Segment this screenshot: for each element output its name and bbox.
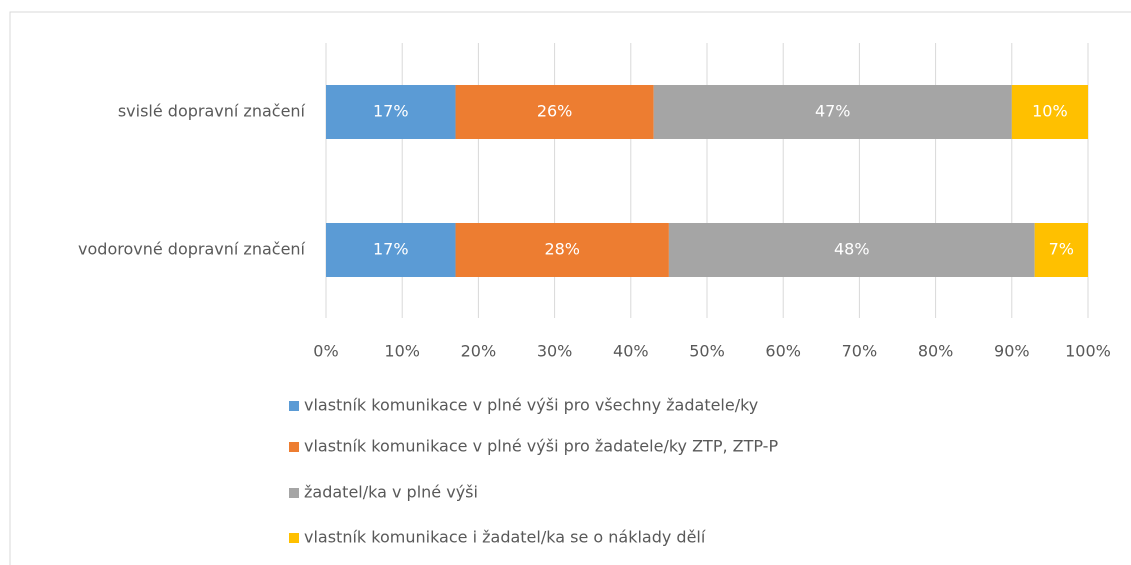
- bar-segment: [1011, 85, 1088, 139]
- x-tick-label: 70%: [842, 342, 878, 361]
- legend-label: vlastník komunikace i žadatel/ka se o ná…: [304, 528, 706, 547]
- bar-segment: [326, 223, 456, 277]
- y-tick-label: vodorovné dopravní značení: [78, 240, 306, 259]
- x-tick-label: 40%: [613, 342, 649, 361]
- data-label: 10%: [1032, 102, 1068, 121]
- x-tick-label: 60%: [765, 342, 801, 361]
- x-tick-label: 0%: [313, 342, 338, 361]
- x-tick-label: 80%: [918, 342, 954, 361]
- legend-label: žadatel/ka v plné výši: [304, 483, 478, 502]
- x-tick-label: 100%: [1065, 342, 1111, 361]
- legend-swatch: [289, 488, 299, 498]
- legend-swatch: [289, 401, 299, 411]
- data-label: 47%: [815, 102, 851, 121]
- legend-swatch: [289, 533, 299, 543]
- data-label: 17%: [373, 240, 409, 259]
- data-label: 28%: [544, 240, 580, 259]
- bar-segment: [668, 223, 1035, 277]
- x-tick-label: 20%: [461, 342, 497, 361]
- data-label: 7%: [1049, 240, 1074, 259]
- data-label: 17%: [373, 102, 409, 121]
- chart-border: [9, 11, 1131, 565]
- legend-swatch: [289, 442, 299, 452]
- y-tick-label: svislé dopravní značení: [118, 102, 306, 121]
- bar-segment: [455, 85, 654, 139]
- data-label: 48%: [834, 240, 870, 259]
- legend-label: vlastník komunikace v plné výši pro všec…: [304, 396, 758, 415]
- bar-segment: [326, 85, 456, 139]
- legend-label: vlastník komunikace v plné výši pro žada…: [304, 437, 778, 456]
- x-tick-label: 30%: [537, 342, 573, 361]
- bar-segment: [653, 85, 1012, 139]
- x-tick-label: 50%: [689, 342, 725, 361]
- x-tick-label: 90%: [994, 342, 1030, 361]
- x-tick-label: 10%: [384, 342, 420, 361]
- bar-segment: [455, 223, 669, 277]
- bar-segment: [1034, 223, 1088, 277]
- data-label: 26%: [537, 102, 573, 121]
